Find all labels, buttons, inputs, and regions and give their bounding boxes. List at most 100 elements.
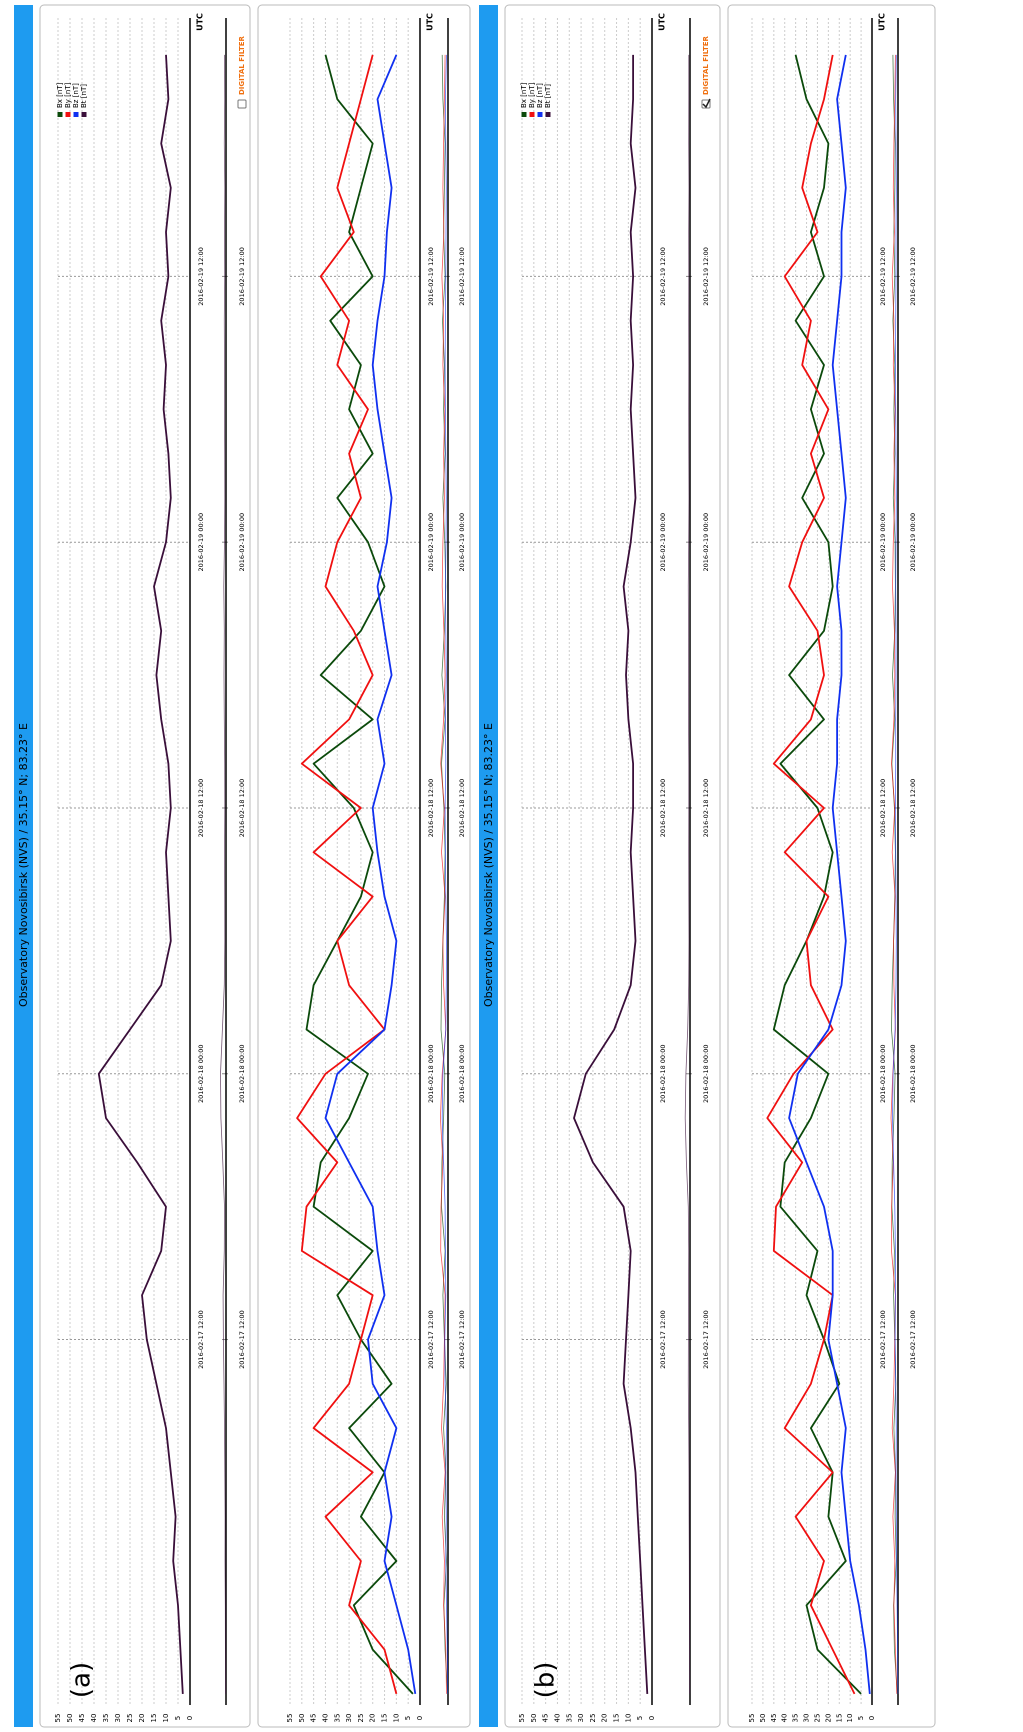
x-tick-label: 2016-02-19 12:00 [427, 247, 435, 306]
legend-label: Bz [nT] [72, 83, 80, 108]
y-tick-label: 45 [78, 1714, 86, 1723]
x-tick-label: 2016-02-19 00:00 [879, 513, 887, 572]
legend-label: By [nT] [64, 82, 72, 108]
nav-tick-label: 2016-02-19 00:00 [909, 513, 917, 572]
header-title: Observatory Novosibirsk (NVS) / 35.15° N… [482, 723, 495, 1007]
nav-tick-label: 2016-02-19 12:00 [458, 247, 466, 306]
legend-label: Bz [nT] [536, 83, 544, 108]
y-tick-label: 30 [803, 1714, 811, 1723]
filter-checkbox[interactable] [237, 99, 247, 109]
y-tick-label: 10 [624, 1714, 632, 1723]
nav-line [441, 54, 449, 1694]
y-tick-label: 20 [369, 1714, 377, 1723]
unit-label: UTC [658, 13, 667, 31]
nav-line [890, 54, 898, 1694]
legend-swatch [521, 112, 527, 117]
nav-line [891, 54, 898, 1694]
y-tick-label: 20 [138, 1714, 146, 1723]
y-tick-label: 20 [601, 1714, 609, 1723]
y-tick-label: 45 [770, 1714, 778, 1723]
legend-swatch [81, 112, 87, 117]
y-tick-label: 10 [162, 1714, 170, 1723]
y-tick-label: 30 [114, 1714, 122, 1723]
nav-tick-label: 2016-02-18 12:00 [458, 779, 466, 838]
legend-swatch [57, 112, 63, 117]
header-bar [14, 5, 33, 1727]
y-tick-label: 10 [392, 1714, 400, 1723]
y-tick-label: 55 [54, 1714, 62, 1723]
y-tick-label: 35 [333, 1714, 341, 1723]
x-tick-label: 2016-02-17 12:00 [879, 1310, 887, 1369]
x-tick-label: 2016-02-17 12:00 [659, 1310, 667, 1369]
x-tick-label: 2016-02-19 12:00 [659, 247, 667, 306]
x-tick-label: 2016-02-17 12:00 [427, 1310, 435, 1369]
unit-label: UTC [426, 13, 435, 31]
y-tick-label: 15 [150, 1714, 158, 1723]
x-tick-label: 2016-02-19 00:00 [197, 513, 205, 572]
header-title: Observatory Novosibirsk (NVS) / 35.15° N… [17, 723, 30, 1007]
series-line [573, 54, 649, 1694]
y-tick-label: 50 [530, 1714, 538, 1723]
nav-tick-label: 2016-02-17 12:00 [702, 1310, 710, 1369]
filter-check [702, 98, 711, 109]
legend-swatch [73, 112, 79, 117]
panel [504, 4, 721, 1728]
x-tick-label: 2016-02-19 12:00 [197, 247, 205, 306]
y-tick-label: 0 [868, 1716, 876, 1720]
nav-tick-label: 2016-02-19 00:00 [458, 513, 466, 572]
series-line [97, 54, 184, 1694]
y-tick-label: 50 [66, 1714, 74, 1723]
y-tick-label: 5 [174, 1716, 182, 1720]
y-tick-label: 35 [565, 1714, 573, 1723]
y-tick-label: 5 [857, 1716, 865, 1720]
series-line [305, 54, 414, 1695]
series-line [296, 54, 398, 1695]
filter-label: DIGITAL FILTER [702, 35, 710, 95]
panel [257, 4, 471, 1728]
nav-tick-label: 2016-02-19 12:00 [702, 247, 710, 306]
unit-label: UTC [878, 13, 887, 31]
y-tick-label: 55 [518, 1714, 526, 1723]
legend-label: Bt [nT] [544, 84, 552, 108]
legend-label: By [nT] [528, 82, 536, 108]
panel [727, 4, 936, 1728]
y-tick-label: 35 [792, 1714, 800, 1723]
x-tick-label: 2016-02-18 12:00 [427, 779, 435, 838]
y-tick-label: 0 [648, 1716, 656, 1720]
y-tick-label: 55 [748, 1714, 756, 1723]
y-tick-label: 15 [835, 1714, 843, 1723]
y-tick-label: 25 [813, 1714, 821, 1723]
legend-label: Bx [nT] [56, 82, 64, 108]
nav-tick-label: 2016-02-19 12:00 [238, 247, 246, 306]
nav-line [440, 54, 448, 1694]
nav-tick-label: 2016-02-18 00:00 [458, 1044, 466, 1103]
nav-tick-label: 2016-02-19 12:00 [909, 247, 917, 306]
x-tick-label: 2016-02-18 00:00 [197, 1044, 205, 1103]
filter-label: DIGITAL FILTER [238, 35, 246, 95]
nav-tick-label: 2016-02-17 12:00 [909, 1310, 917, 1369]
nav-tick-label: 2016-02-19 00:00 [702, 513, 710, 572]
nav-tick-label: 2016-02-18 00:00 [702, 1044, 710, 1103]
legend-label: Bt [nT] [80, 84, 88, 108]
y-tick-label: 15 [381, 1714, 389, 1723]
x-tick-label: 2016-02-17 12:00 [197, 1310, 205, 1369]
nav-tick-label: 2016-02-18 12:00 [238, 779, 246, 838]
x-tick-label: 2016-02-18 12:00 [879, 779, 887, 838]
nav-line [892, 54, 899, 1694]
legend-label: Bx [nT] [520, 82, 528, 108]
panel-label: (b) [531, 1662, 561, 1699]
series-line [772, 54, 862, 1695]
y-tick-label: 0 [186, 1716, 194, 1720]
y-tick-label: 35 [102, 1714, 110, 1723]
y-tick-label: 50 [298, 1714, 306, 1723]
y-tick-label: 5 [404, 1716, 412, 1720]
y-tick-label: 40 [781, 1714, 789, 1723]
y-tick-label: 10 [846, 1714, 854, 1723]
x-tick-label: 2016-02-18 12:00 [659, 779, 667, 838]
legend-swatch [545, 112, 551, 117]
y-tick-label: 15 [613, 1714, 621, 1723]
y-tick-label: 55 [286, 1714, 294, 1723]
nav-tick-label: 2016-02-18 12:00 [909, 779, 917, 838]
